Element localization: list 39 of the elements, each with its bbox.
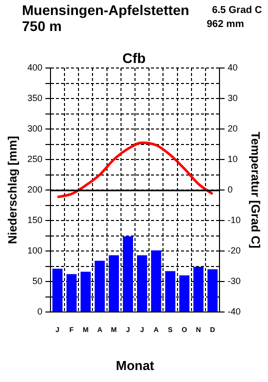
- bar: [179, 275, 190, 312]
- bar: [80, 272, 91, 312]
- y2-axis-title: Temperatur [Grad C]: [248, 132, 262, 248]
- bar: [94, 260, 105, 312]
- y2-tick-label: -30: [228, 276, 241, 286]
- bar: [66, 274, 77, 312]
- y2-tick-label: -20: [228, 245, 241, 256]
- y2-tick-label: -10: [228, 214, 241, 225]
- y-tick-label: 100: [27, 245, 42, 256]
- bar: [207, 269, 218, 312]
- y-tick-label: 400: [27, 62, 42, 72]
- y-tick-label: 350: [27, 92, 42, 103]
- y-tick-label: 250: [27, 154, 42, 164]
- y-axis-title: Niederschlag [mm]: [6, 136, 20, 244]
- y2-tick-label: 10: [228, 154, 238, 164]
- y-tick-label: 50: [32, 276, 42, 286]
- y-tick-label: 200: [27, 184, 42, 194]
- y2-tick-label: 20: [228, 123, 238, 134]
- bar: [193, 266, 204, 312]
- chart-title: Muensingen-Apfelstetten: [22, 2, 190, 18]
- y-tick-label: 300: [27, 123, 42, 134]
- text: Cfb: [122, 50, 146, 66]
- bar: [52, 268, 63, 312]
- y2-tick-label: -40: [228, 306, 241, 316]
- bar: [136, 255, 148, 312]
- chart-subtitle: 750 m: [22, 18, 62, 34]
- y2-tick-label: 30: [228, 92, 238, 103]
- bar: [165, 271, 176, 312]
- text: 6.5 Grad C: [212, 5, 262, 16]
- y2-tick-label: 0: [228, 184, 233, 194]
- y2-tick-label: 40: [228, 62, 238, 72]
- bar: [108, 255, 119, 312]
- bar: [151, 250, 162, 312]
- y-tick-label: 150: [27, 214, 42, 225]
- x-axis-title: Monat: [116, 358, 155, 373]
- bar: [122, 236, 134, 312]
- y-tick-label: 0: [37, 306, 42, 316]
- line-series: [56, 141, 214, 198]
- text: 962 mm: [206, 19, 244, 30]
